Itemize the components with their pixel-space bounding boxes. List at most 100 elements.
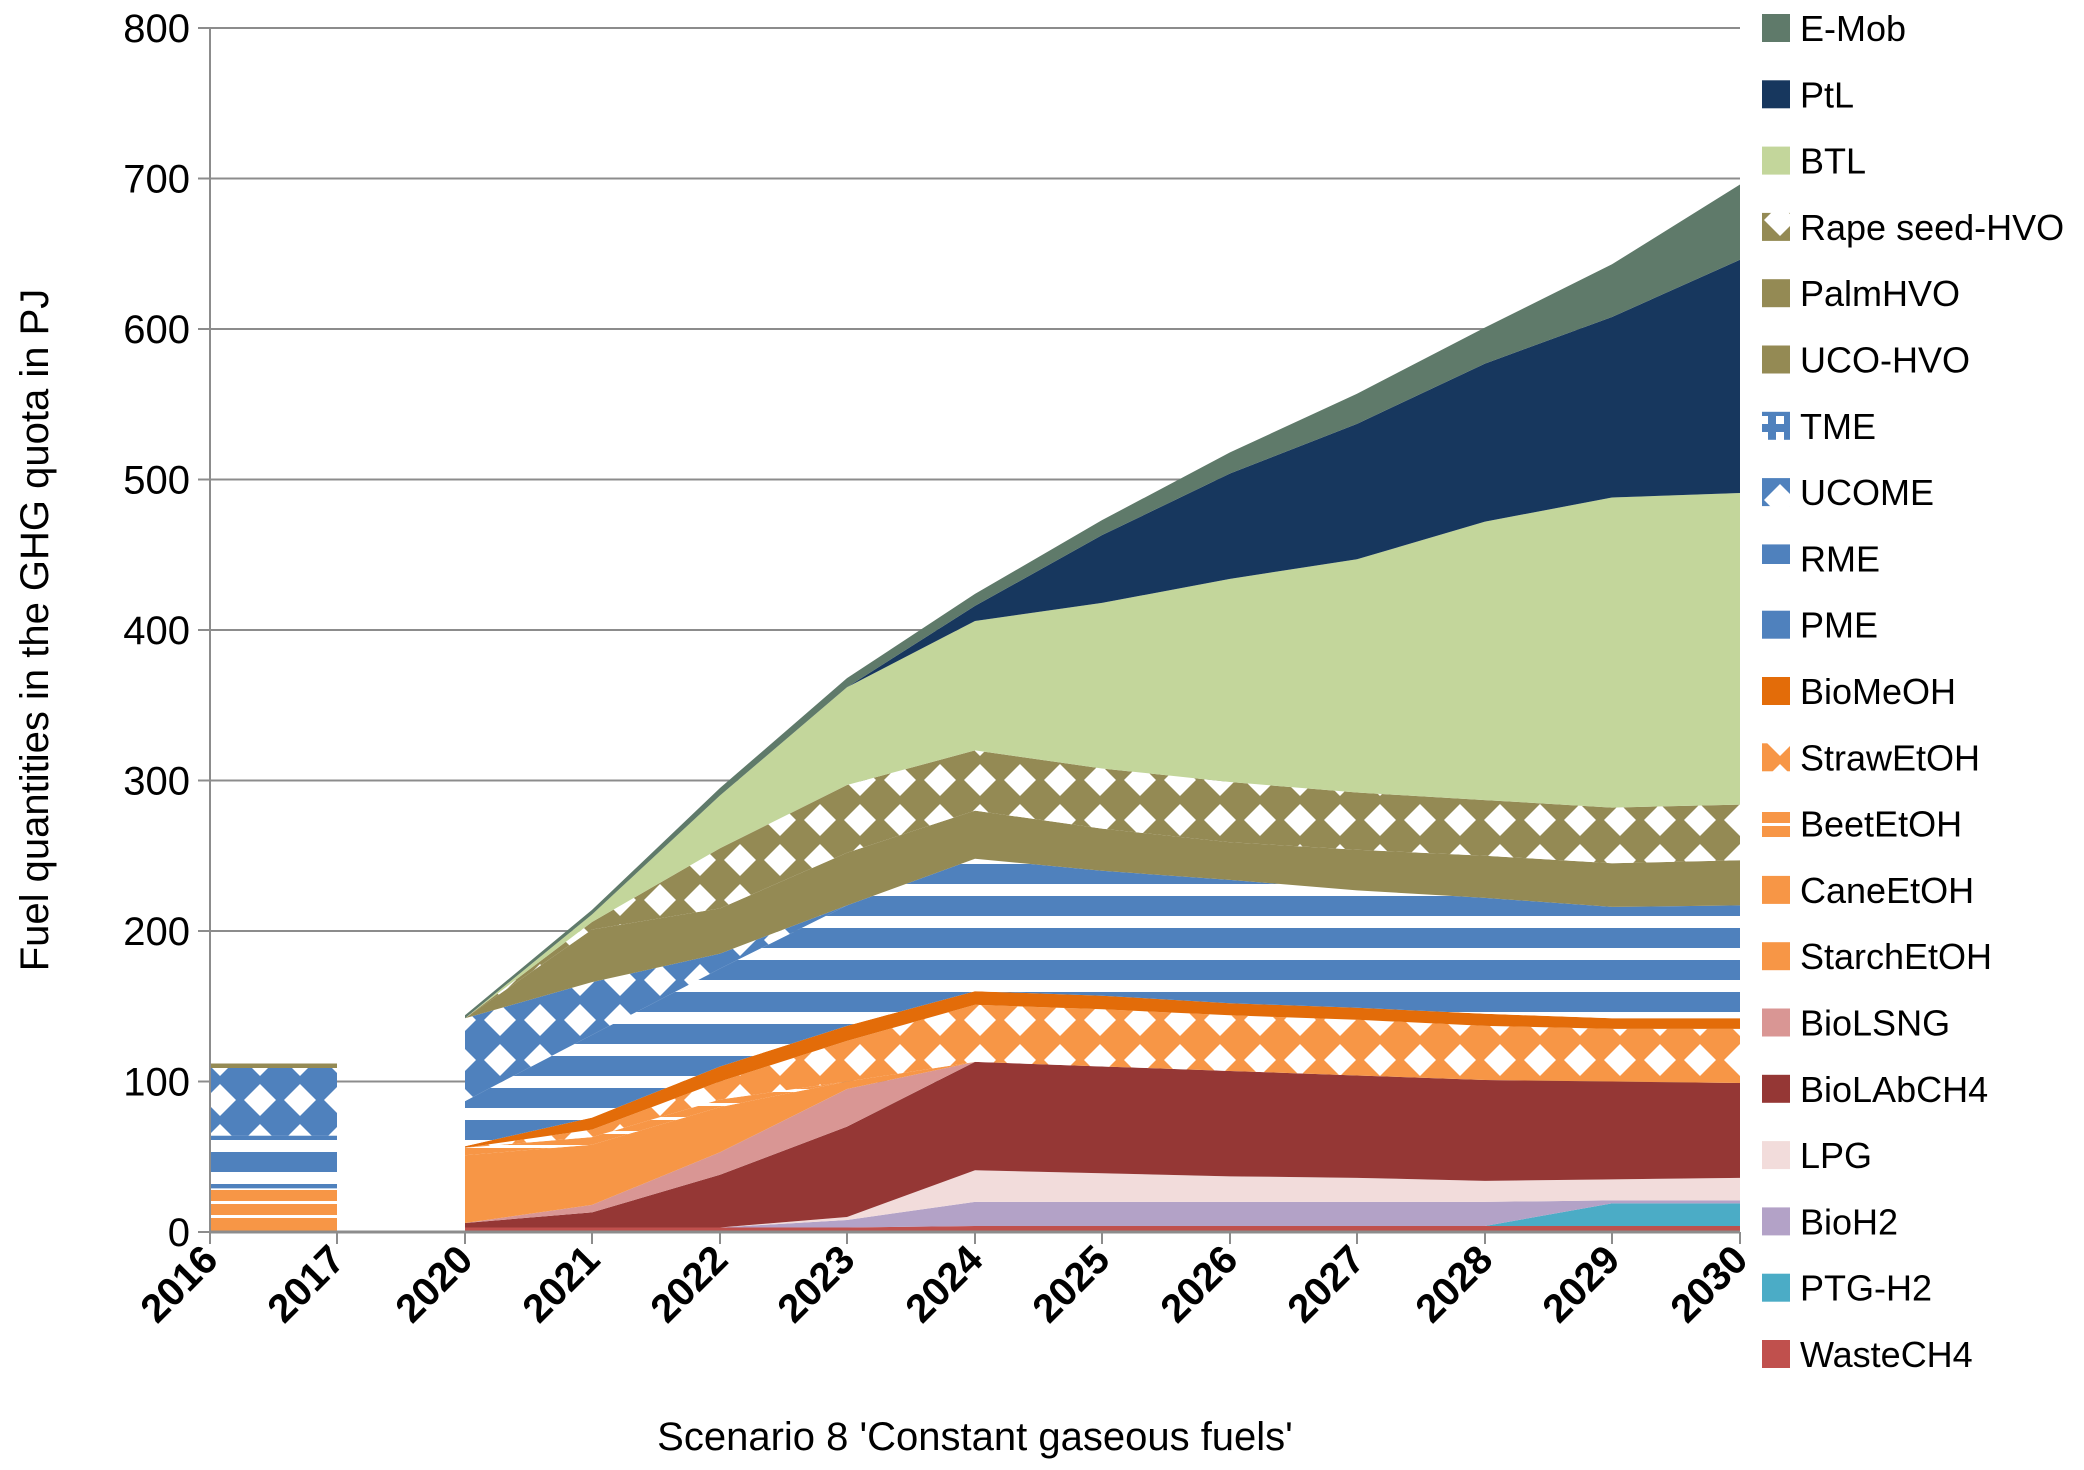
legend-label: BioLSNG <box>1800 1003 1950 1044</box>
area-beetetoh-seg0 <box>210 1188 337 1219</box>
legend-label: BTL <box>1800 141 1866 182</box>
legend-swatch <box>1762 279 1790 308</box>
legend-item-biolabch4: BioLAbCH4 <box>1762 1069 1988 1110</box>
legend-swatch <box>1762 345 1790 374</box>
legend-label: BioMeOH <box>1800 671 1956 712</box>
axes <box>209 28 1741 1244</box>
legend-item-tme: TME <box>1762 406 1876 447</box>
legend-label: StarchEtOH <box>1800 936 1992 977</box>
legend-item-rme: RME <box>1762 538 1880 579</box>
x-tick-label-2022: 2022 <box>642 1237 736 1331</box>
y-tick-label: 100 <box>123 1061 190 1105</box>
legend-label: PtL <box>1800 74 1854 115</box>
area-starchetoh-seg1 <box>465 1061 1740 1223</box>
legend-swatch <box>1762 1207 1790 1236</box>
legend-label: TME <box>1800 406 1876 447</box>
legend-label: WasteCH4 <box>1800 1334 1973 1375</box>
legend-swatch <box>1762 610 1790 639</box>
legend: E-Mob PtL BTL Rape seed-HVO PalmHVO UCO-HVO TM… <box>1762 8 2064 1375</box>
legend-swatch <box>1762 677 1790 705</box>
legend-label: UCO-HVO <box>1800 340 1970 381</box>
legend-label: LPG <box>1800 1135 1872 1176</box>
area-uco-hvo-seg0 <box>210 1063 337 1068</box>
legend-label: PME <box>1800 605 1878 646</box>
legend-swatch <box>1762 743 1790 772</box>
legend-swatch <box>1762 1074 1790 1103</box>
legend-label: PalmHVO <box>1800 273 1960 314</box>
legend-item-pme: PME <box>1762 605 1878 646</box>
legend-label: BeetEtOH <box>1800 804 1962 845</box>
area-series <box>210 184 1740 1232</box>
legend-item-ptl: PtL <box>1762 74 1854 115</box>
legend-swatch <box>1762 212 1790 241</box>
area-btl-seg1 <box>465 493 1740 1019</box>
legend-item-strawetoh: StrawEtOH <box>1762 737 1980 778</box>
legend-item-ptg-h2: PTG-H2 <box>1762 1268 1932 1309</box>
legend-item-ucome: UCOME <box>1762 472 1934 513</box>
legend-swatch <box>1762 80 1790 109</box>
x-tick-labels: 2016 2017 2020 2021 2022 2023 2024 2025 2026 2027… <box>132 1237 1756 1332</box>
area-ptl-seg1 <box>465 259 1740 1019</box>
y-tick-label: 300 <box>123 760 190 804</box>
area-uco-hvo-seg1 <box>465 810 1740 1019</box>
y-tick-label: 0 <box>168 1211 190 1255</box>
legend-swatch <box>1762 478 1790 507</box>
legend-item-bioh2: BioH2 <box>1762 1201 1898 1242</box>
area-rme-seg1 <box>465 858 1740 1147</box>
area-biomeoh-seg1 <box>465 991 1740 1148</box>
area-lpg-seg1 <box>465 1170 1740 1228</box>
legend-label: BioLAbCH4 <box>1800 1069 1988 1110</box>
legend-item-wastech4: WasteCH4 <box>1762 1334 1973 1375</box>
x-tick-label-2025: 2025 <box>1024 1237 1118 1331</box>
x-tick-label-2028: 2028 <box>1407 1237 1501 1331</box>
legend-item-btl: BTL <box>1762 141 1866 182</box>
legend-label: UCOME <box>1800 472 1934 513</box>
legend-label: RME <box>1800 538 1880 579</box>
x-tick-label-2029: 2029 <box>1534 1237 1628 1331</box>
legend-swatch <box>1762 1008 1790 1037</box>
y-tick-label: 600 <box>123 308 190 352</box>
legend-item-palmhvo: PalmHVO <box>1762 273 1960 314</box>
y-tick-label: 200 <box>123 910 190 954</box>
area-ptg-h2-seg1 <box>465 1203 1740 1228</box>
legend-swatch <box>1762 146 1790 175</box>
x-tick-label-2030: 2030 <box>1662 1237 1756 1331</box>
legend-swatch <box>1762 1273 1790 1302</box>
legend-item-e-mob: E-Mob <box>1762 8 1906 49</box>
legend-label: E-Mob <box>1800 8 1906 49</box>
legend-item-beetetoh: BeetEtOH <box>1762 804 1962 845</box>
area-ucome-seg0 <box>210 1067 337 1136</box>
x-axis-title: Scenario 8 'Constant gaseous fuels' <box>657 1415 1293 1459</box>
y-tick-label: 700 <box>123 158 190 202</box>
x-tick-label-2020: 2020 <box>387 1237 481 1331</box>
x-tick-label-2026: 2026 <box>1152 1237 1246 1331</box>
legend-swatch <box>1762 1141 1790 1170</box>
legend-swatch <box>1762 809 1790 838</box>
legend-swatch <box>1762 411 1790 440</box>
legend-label: PTG-H2 <box>1800 1268 1932 1309</box>
x-tick-label-2027: 2027 <box>1279 1237 1373 1331</box>
legend-swatch <box>1762 544 1790 573</box>
x-tick-label-2021: 2021 <box>514 1237 608 1331</box>
x-tick-label-2017: 2017 <box>259 1237 353 1331</box>
legend-label: BioH2 <box>1800 1201 1898 1242</box>
y-tick-label: 800 <box>123 7 190 51</box>
area-rme-seg0 <box>210 1135 337 1189</box>
y-tick-label: 400 <box>123 609 190 653</box>
legend-item-biomeoh: BioMeOH <box>1762 671 1956 712</box>
legend-item-uco-hvo: UCO-HVO <box>1762 340 1970 381</box>
area-biolabch4-seg1 <box>465 1061 1740 1228</box>
x-tick-label-2023: 2023 <box>769 1237 863 1331</box>
area-e-mob-seg1 <box>465 184 1740 1019</box>
x-tick-label-2024: 2024 <box>897 1237 992 1332</box>
legend-label: Rape seed-HVO <box>1800 207 2064 248</box>
legend-swatch <box>1762 1340 1790 1368</box>
legend-item-caneetoh: CaneEtOH <box>1762 870 1974 911</box>
area-rape-seed-hvo-seg1 <box>465 750 1740 1019</box>
legend-item-rape-seed-hvo: Rape seed-HVO <box>1762 207 2064 248</box>
legend-label: StrawEtOH <box>1800 737 1980 778</box>
y-tick-label: 500 <box>123 459 190 503</box>
area-strawetoh-seg1 <box>465 1004 1740 1148</box>
legend-swatch <box>1762 14 1790 42</box>
